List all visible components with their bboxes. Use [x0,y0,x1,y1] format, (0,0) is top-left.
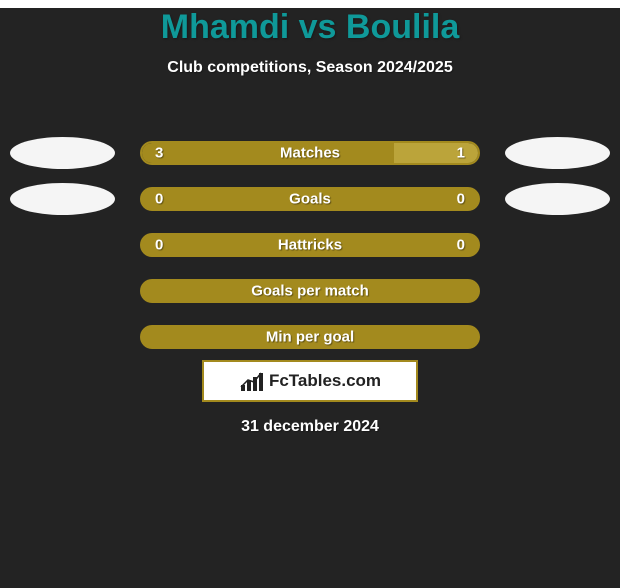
stat-label: Goals per match [140,283,480,300]
stat-label: Hattricks [140,237,480,254]
logo-box: FcTables.com [202,360,418,402]
stat-rows: 31Matches00Goals00Hattricks Goals per mat… [0,130,620,360]
date-label: 31 december 2024 [0,418,620,436]
subtitle: Club competitions, Season 2024/2025 [0,59,620,77]
stat-row: 00Hattricks [0,222,620,268]
avatar-left [10,137,115,169]
avatar-left [10,183,115,215]
logo-text: FcTables.com [269,371,381,391]
page-title: Mhamdi vs Boulila [0,8,620,47]
stat-row: 31Matches [0,130,620,176]
logo-chart-icon [239,371,263,391]
avatar-right [505,137,610,169]
stat-row: Min per goal [0,314,620,360]
stat-label: Goals [140,191,480,208]
stat-row: Goals per match [0,268,620,314]
avatar-right [505,183,610,215]
stats-infographic: Mhamdi vs Boulila Club competitions, Sea… [0,8,620,588]
stat-label: Matches [140,145,480,162]
stat-label: Min per goal [140,329,480,346]
stat-row: 00Goals [0,176,620,222]
